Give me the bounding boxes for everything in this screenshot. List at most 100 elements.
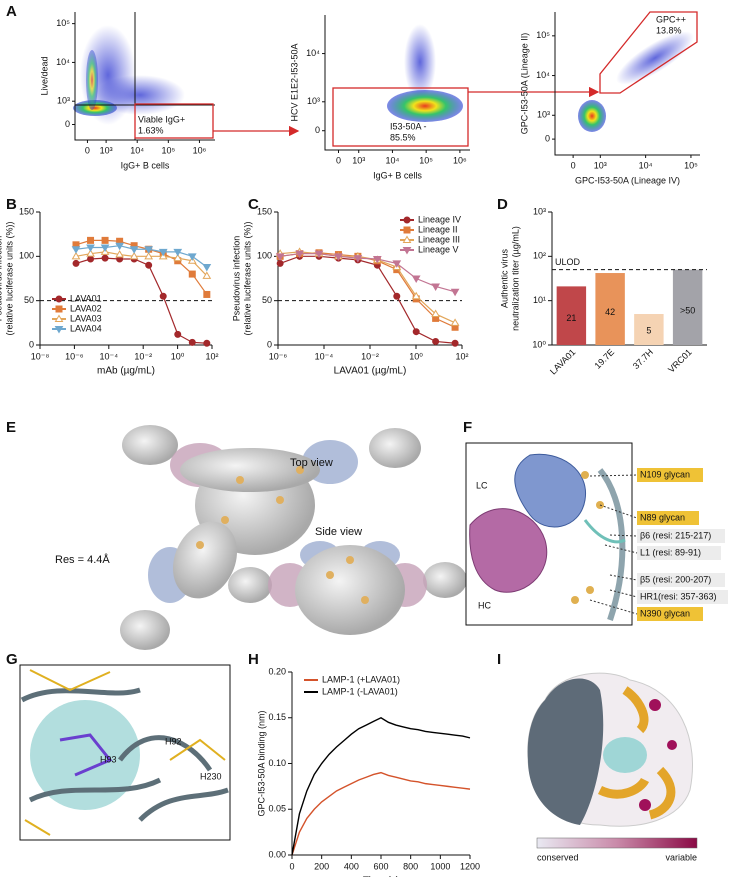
flow-clouds-part — [404, 24, 436, 100]
marker — [392, 260, 402, 268]
x-tick-label: 10⁻⁶ — [269, 351, 288, 361]
panel-letter: G — [6, 651, 18, 668]
marker — [202, 263, 212, 272]
panel-letter: B — [6, 196, 17, 213]
y-tick-label: 0.10 — [268, 758, 286, 768]
marker — [203, 290, 211, 298]
legend-label: Lineage III — [418, 234, 460, 244]
y-tick-label: 10⁴ — [56, 57, 70, 67]
marker — [174, 330, 182, 338]
panel-letter: A — [6, 3, 17, 20]
gate-label: 85.5% — [390, 132, 416, 142]
residue-label: H92 — [165, 736, 182, 746]
x-tick-label: 10⁻² — [361, 351, 379, 361]
y-tick-label: 0.00 — [268, 849, 286, 859]
structure-g-part — [24, 669, 226, 836]
annotation: β6 (resi: 215-217) — [640, 530, 711, 540]
panel-letter: I — [497, 651, 501, 668]
y-tick-label: 10² — [533, 251, 546, 261]
marker — [314, 250, 324, 259]
annotation-boxes-part — [637, 546, 721, 560]
x-tick-label: 0 — [85, 145, 90, 155]
y-axis-label: GPC-I53-50A binding (nm) — [256, 710, 266, 816]
marker — [72, 259, 80, 267]
annotation-boxes-part — [637, 573, 725, 587]
view-label: Side view — [315, 526, 362, 538]
y-axis-label: Live/dead — [39, 56, 49, 95]
structure-g — [19, 664, 231, 841]
legend-label: Lineage V — [418, 244, 459, 254]
marker — [129, 251, 139, 260]
panel-letter: D — [497, 196, 508, 213]
y-tick-label: 0 — [545, 133, 550, 143]
legend-label: LAVA02 — [70, 303, 102, 313]
x-tick-label: 10⁻⁴ — [315, 351, 334, 361]
structure-g-part — [30, 700, 140, 810]
y-tick-label: 0.05 — [268, 804, 286, 814]
em-map-top-part — [122, 425, 178, 465]
x-tick-label: 0 — [289, 861, 294, 871]
em-map-top-part — [180, 448, 320, 492]
scale-label: variable — [665, 852, 697, 862]
marker — [159, 292, 167, 300]
y-tick-label: 10⁵ — [536, 30, 550, 40]
series-line — [291, 716, 471, 856]
em-map-top-part — [221, 516, 229, 524]
x-tick-label: 10⁵ — [419, 155, 433, 165]
y-tick-label: 10¹ — [533, 295, 546, 305]
marker — [100, 244, 110, 252]
x-tick-label: 1000 — [430, 861, 450, 871]
marker — [334, 253, 343, 261]
x-tick-label: 19.7E — [593, 347, 617, 371]
surface-i-part — [649, 699, 661, 711]
structure-g-part — [20, 687, 229, 822]
annotation-boxes-part — [589, 474, 638, 615]
x-tick-label: 10⁵ — [684, 160, 698, 170]
x-tick-label: 800 — [403, 861, 418, 871]
x-tick-label: 1200 — [460, 861, 480, 871]
annotation-boxes-part — [637, 468, 703, 482]
y-tick-label: 10⁰ — [532, 339, 546, 349]
chain-label: LC — [476, 480, 488, 490]
flow-clouds-part — [73, 100, 117, 116]
structure-f-part — [514, 453, 586, 528]
series-line — [280, 252, 456, 328]
y-tick-label: 10³ — [307, 96, 320, 106]
marker — [173, 253, 183, 262]
marker — [158, 248, 168, 257]
y-tick-label: 10³ — [57, 96, 70, 106]
marker — [145, 261, 153, 269]
flow-clouds — [73, 24, 694, 132]
y-tick-label: 0.15 — [268, 712, 286, 722]
y-tick-label: 50 — [24, 295, 34, 305]
x-tick-label: 10² — [205, 351, 218, 361]
em-map-top-part — [172, 521, 238, 599]
x-tick-label: 400 — [344, 861, 359, 871]
scale-label: conserved — [537, 852, 579, 862]
legend-marker — [55, 295, 63, 303]
y-tick-label: 10⁴ — [536, 70, 550, 80]
x-tick-label: LAVA01 — [548, 347, 577, 376]
marker — [450, 288, 460, 297]
legend-label: LAVA01 — [70, 293, 102, 303]
legend-marker — [402, 235, 412, 243]
x-tick-label: 10⁻⁸ — [31, 351, 50, 361]
em-map-side-part — [361, 596, 369, 604]
annotation: HR1(resi: 357-363) — [640, 591, 717, 601]
y-tick-label: 10³ — [533, 206, 546, 216]
flow-clouds-part — [616, 31, 694, 85]
structure-f-part — [597, 468, 626, 621]
bar — [672, 269, 703, 345]
em-map-side-part — [346, 556, 354, 564]
y-axis-label: Pseudovirus infection — [231, 236, 241, 322]
legend-label: Lineage II — [418, 224, 458, 234]
x-tick-label: 10⁴ — [639, 160, 653, 170]
em-map-top-part — [369, 428, 421, 468]
y-axis-label: Authentic virus — [499, 248, 509, 308]
marker — [129, 246, 139, 254]
em-map-top-part — [120, 610, 170, 650]
y-tick-label: 150 — [257, 206, 272, 216]
y-tick-label: 0.20 — [268, 666, 286, 676]
legend-label: LAMP-1 (-LAVA01) — [322, 686, 398, 696]
chain-label: HC — [478, 600, 491, 610]
